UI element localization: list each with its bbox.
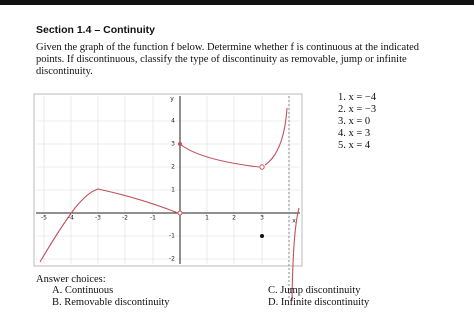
y-tick-label: -1 [169,233,175,240]
graph-frame [33,93,303,267]
y-axis-label: y [170,96,174,103]
closed-point [178,142,182,146]
answer-choice: D. Infinite discontinuity [268,297,370,308]
x-tick-label: 1 [205,215,209,222]
y-tick-label: 1 [171,187,175,194]
answer-choice: B. Removable discontinuity [52,297,170,308]
prompt: Given the graph of the function f below.… [36,42,420,77]
y-tick-label: 2 [171,164,175,171]
point-item: 5. x = 4 [338,140,371,151]
x-tick-label: 2 [232,215,236,222]
x-axis-label: x [292,218,296,225]
curve [39,107,300,301]
point-item: 4. x = 3 [338,128,371,139]
y-tick-label: -2 [169,256,175,263]
open-point [259,164,265,170]
grid [36,96,300,264]
answer-choice: C. Jump discontinuity [268,285,361,296]
point-item: 3. x = 0 [338,116,371,127]
y-tick-label: 3 [171,141,175,148]
top-bar [0,0,474,5]
point-item: 1. x = −4 [338,92,377,103]
x-tick-label: 3 [260,215,264,222]
closed-point [260,234,264,238]
answer-choice: A. Continuous [52,285,114,296]
open-point [177,210,183,216]
x-tick-label: -3 [95,215,101,222]
point-item: 2. x = −3 [338,104,377,115]
x-tick-label: -1 [150,215,156,222]
y-tick-label: 4 [171,118,175,125]
title: Section 1.4 – Continuity [36,24,156,36]
answer-heading: Answer choices: [36,274,106,285]
x-tick-label: -2 [122,215,128,222]
x-tick-label: -5 [41,215,47,222]
x-tick-label: -4 [68,215,74,222]
